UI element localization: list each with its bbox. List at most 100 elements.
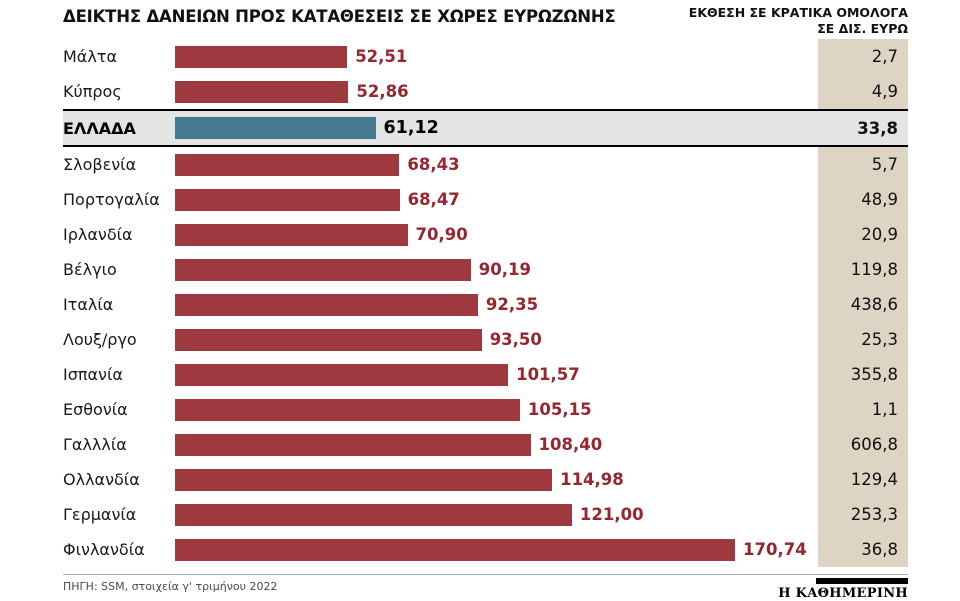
bonds-column-header-line1: ΕΚΘΕΣΗ ΣΕ ΚΡΑΤΙΚΑ ΟΜΟΛΟΓΑ (688, 5, 908, 20)
ratio-bar (175, 398, 520, 421)
ratio-value: 52,51 (355, 47, 408, 66)
ratio-value: 90,19 (478, 260, 531, 279)
ratio-value: 108,40 (538, 435, 603, 454)
bonds-column-header-line2: ΣΕ ΔΙΣ. ΕΥΡΩ (817, 21, 908, 37)
ratio-bar (175, 223, 408, 246)
table-row-highlighted: ΕΛΛΑΔΑ 61,12 33,8 (63, 109, 908, 147)
country-label: Σλοβενία (63, 155, 137, 174)
bonds-value: 355,8 (818, 357, 908, 392)
table-row: Σλοβενία 68,43 5,7 (63, 147, 908, 182)
source-note: ΠΗΓΗ: SSM, στοιχεία γ' τριμήνου 2022 (63, 580, 278, 593)
ratio-value: 114,98 (560, 470, 624, 489)
country-label: Ισπανία (63, 365, 123, 384)
ratio-bar (175, 293, 478, 316)
ratio-value: 52,86 (356, 82, 409, 101)
country-label: Βέλγιο (63, 260, 117, 279)
table-row: Ιταλία 92,35 438,6 (63, 287, 908, 322)
country-label: Λουξ/ργο (63, 330, 137, 349)
bar-cell: 101,57 (175, 357, 818, 392)
bonds-value: 606,8 (818, 427, 908, 462)
ratio-bar (175, 503, 572, 526)
country-label: Ολλανδία (63, 470, 140, 489)
table-row: Γερμανία 121,00 253,3 (63, 497, 908, 532)
bonds-value: 129,4 (818, 462, 908, 497)
bar-cell: 61,12 (175, 111, 818, 145)
ratio-bar (175, 80, 349, 103)
country-label: Γαλλλία (63, 435, 127, 454)
country-label: Μάλτα (63, 47, 117, 66)
bar-rows: Μάλτα 52,51 2,7 Κύπρος 52,86 4,9 ΕΛΛΑΔΑ 61,12 33… (63, 39, 908, 567)
newspaper-logo: Η ΚΑΘΗΜΕΡΙΝΗ (778, 575, 908, 601)
table-row: Πορτογαλία 68,47 48,9 (63, 182, 908, 217)
ratio-bar (175, 328, 482, 351)
table-row: Ολλανδία 114,98 129,4 (63, 462, 908, 497)
country-label: Ιρλανδία (63, 225, 133, 244)
country-label: Φινλανδία (63, 540, 145, 559)
country-label: Ιταλία (63, 295, 114, 314)
page-title: ΔΕΙΚΤΗΣ ΔΑΝΕΙΩΝ ΠΡΟΣ ΚΑΤΑΘΕΣΕΙΣ ΣΕ ΧΩΡΕΣ… (63, 7, 616, 26)
table-row: Βέλγιο 90,19 119,8 (63, 252, 908, 287)
bonds-value: 20,9 (818, 217, 908, 252)
table-row: Ισπανία 101,57 355,8 (63, 357, 908, 392)
table-row: Εσθονία 105,15 1,1 (63, 392, 908, 427)
bonds-value: 36,8 (818, 532, 908, 567)
ratio-bar (175, 363, 509, 386)
bar-cell: 68,43 (175, 147, 818, 182)
country-label: Γερμανία (63, 505, 137, 524)
bar-cell: 68,47 (175, 182, 818, 217)
country-label: Εσθονία (63, 400, 128, 419)
ratio-value: 101,57 (516, 365, 580, 384)
ratio-value: 170,74 (743, 540, 807, 559)
bonds-value: 438,6 (818, 287, 908, 322)
ratio-value: 93,50 (489, 330, 542, 349)
bonds-value: 253,3 (818, 497, 908, 532)
bonds-value: 48,9 (818, 182, 908, 217)
table-row: Ιρλανδία 70,90 20,9 (63, 217, 908, 252)
ratio-bar (175, 538, 735, 561)
ratio-bar (175, 258, 471, 281)
bonds-value: 1,1 (818, 392, 908, 427)
ratio-value: 70,90 (415, 225, 468, 244)
bar-cell: 70,90 (175, 217, 818, 252)
bar-cell: 52,51 (175, 39, 818, 74)
ratio-bar (175, 188, 400, 211)
ratio-value: 68,43 (407, 155, 460, 174)
ratio-value: 121,00 (579, 505, 644, 524)
ratio-value: 68,47 (407, 190, 460, 209)
chart-header: ΔΕΙΚΤΗΣ ΔΑΝΕΙΩΝ ΠΡΟΣ ΚΑΤΑΘΕΣΕΙΣ ΣΕ ΧΩΡΕΣ… (63, 5, 908, 39)
ratio-bar (175, 433, 531, 456)
ratio-value: 105,15 (527, 400, 592, 419)
ratio-bar (175, 153, 400, 176)
bar-cell: 170,74 (175, 532, 818, 567)
table-row: Μάλτα 52,51 2,7 (63, 39, 908, 74)
ratio-value: 92,35 (485, 295, 539, 314)
bar-cell: 114,98 (175, 462, 818, 497)
table-row: Γαλλλία 108,40 606,8 (63, 427, 908, 462)
table-row: Λουξ/ργο 93,50 25,3 (63, 322, 908, 357)
bar-cell: 52,86 (175, 74, 818, 109)
chart-footer: ΠΗΓΗ: SSM, στοιχεία γ' τριμήνου 2022 Η Κ… (63, 574, 908, 601)
ratio-bar (175, 45, 348, 68)
ratio-value: 61,12 (383, 118, 439, 138)
bar-cell: 92,35 (175, 287, 818, 322)
bonds-value: 4,9 (818, 74, 908, 109)
bonds-value: 33,8 (857, 118, 898, 138)
bar-cell: 121,00 (175, 497, 818, 532)
ratio-bar (175, 117, 376, 139)
bonds-value: 5,7 (818, 147, 908, 182)
country-label: Πορτογαλία (63, 190, 160, 209)
logo-text: Η ΚΑΘΗΜΕΡΙΝΗ (778, 586, 908, 601)
bonds-value: 2,7 (818, 39, 908, 74)
table-row: Κύπρος 52,86 4,9 (63, 74, 908, 109)
logo-rule (816, 578, 908, 584)
country-label: ΕΛΛΑΔΑ (63, 118, 136, 138)
bonds-column-header: ΕΚΘΕΣΗ ΣΕ ΚΡΑΤΙΚΑ ΟΜΟΛΟΓΑ ΣΕ ΔΙΣ. ΕΥΡΩ (689, 5, 908, 38)
bar-cell: 90,19 (175, 252, 818, 287)
bar-cell: 105,15 (175, 392, 818, 427)
bar-cell: 93,50 (175, 322, 818, 357)
country-label: Κύπρος (63, 82, 122, 101)
ratio-bar (175, 468, 553, 491)
table-row: Φινλανδία 170,74 36,8 (63, 532, 908, 567)
bonds-value: 119,8 (818, 252, 908, 287)
